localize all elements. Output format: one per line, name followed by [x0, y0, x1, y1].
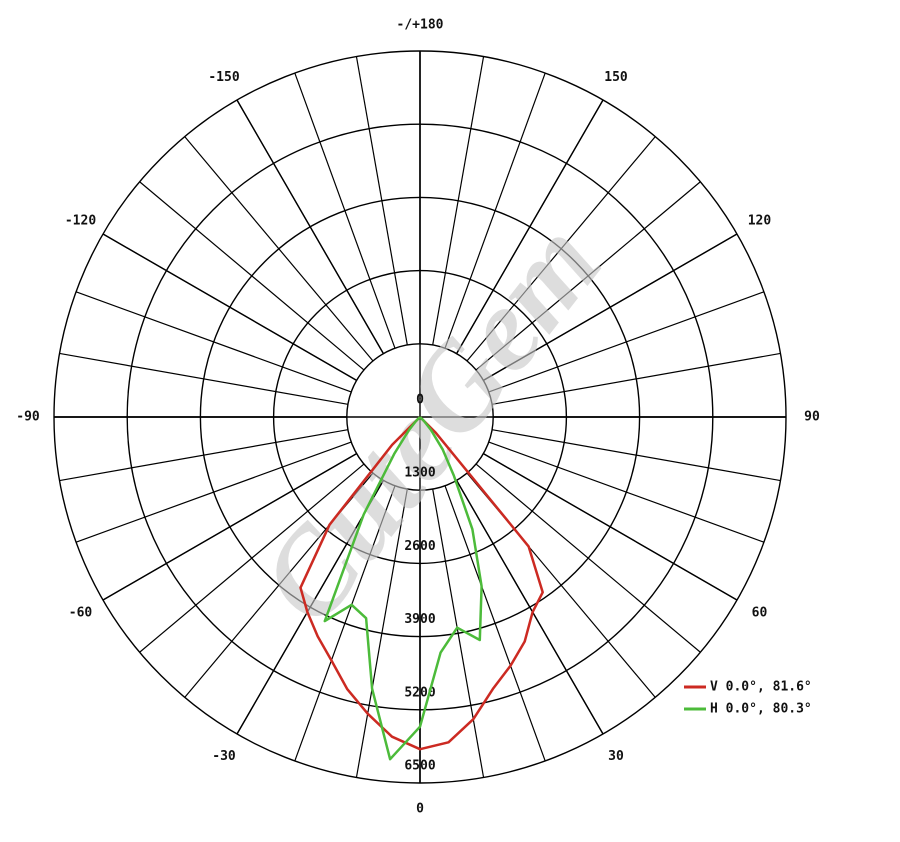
angle-tick-label: -120 — [65, 214, 96, 229]
radial-tick-label: 1300 — [404, 466, 435, 481]
angle-tick-label: -60 — [69, 606, 93, 621]
series-line — [299, 416, 544, 751]
ring — [272, 269, 568, 565]
radial-tick-label: 0 — [416, 393, 424, 408]
angle-tick-label: 60 — [752, 606, 768, 621]
radial-tick-label: 2600 — [404, 539, 435, 554]
ring — [199, 196, 641, 638]
angle-tick-label: 30 — [608, 749, 624, 764]
radial-tick-label: 6500 — [404, 759, 435, 774]
angle-tick-label: 120 — [748, 214, 772, 229]
angle-tick-label: 90 — [804, 410, 820, 425]
angle-tick-label: 150 — [604, 70, 628, 85]
radial-tick-label: 3900 — [404, 612, 435, 627]
legend-label: H 0.0°, 80.3° — [710, 702, 812, 717]
ring — [126, 123, 714, 711]
angle-tick-label: -150 — [208, 70, 239, 85]
angle-tick-label: -90 — [16, 410, 40, 425]
angle-tick-label: -30 — [212, 749, 236, 764]
angle-tick-label: 0 — [416, 802, 424, 817]
angle-tick-label: -/+180 — [397, 18, 444, 33]
legend-label: V 0.0°, 81.6° — [710, 680, 812, 695]
ring — [53, 50, 787, 784]
series-line — [323, 416, 483, 761]
